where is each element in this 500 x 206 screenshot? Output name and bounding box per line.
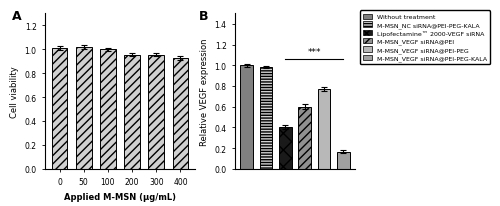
Bar xyxy=(337,152,349,169)
Bar xyxy=(172,59,188,169)
Text: A: A xyxy=(12,10,22,23)
Y-axis label: Cell viability: Cell viability xyxy=(10,66,19,117)
Bar xyxy=(298,107,311,169)
Text: B: B xyxy=(199,10,208,23)
Bar xyxy=(240,66,253,169)
Bar xyxy=(279,127,291,169)
Bar xyxy=(124,55,140,169)
Bar xyxy=(318,90,330,169)
Bar xyxy=(76,48,92,169)
Bar xyxy=(260,68,272,169)
Bar xyxy=(100,50,116,169)
Y-axis label: Relative VEGF expression: Relative VEGF expression xyxy=(200,38,209,145)
X-axis label: Applied M-MSN (μg/mL): Applied M-MSN (μg/mL) xyxy=(64,192,176,201)
Text: ***: *** xyxy=(308,48,321,57)
Bar xyxy=(148,55,164,169)
Legend: Without treatment, M-MSN_NC siRNA@PEI-PEG-KALA, Lipofectamine™ 2000-VEGF siRNA, : Without treatment, M-MSN_NC siRNA@PEI-PE… xyxy=(360,11,490,65)
Bar xyxy=(52,49,68,169)
